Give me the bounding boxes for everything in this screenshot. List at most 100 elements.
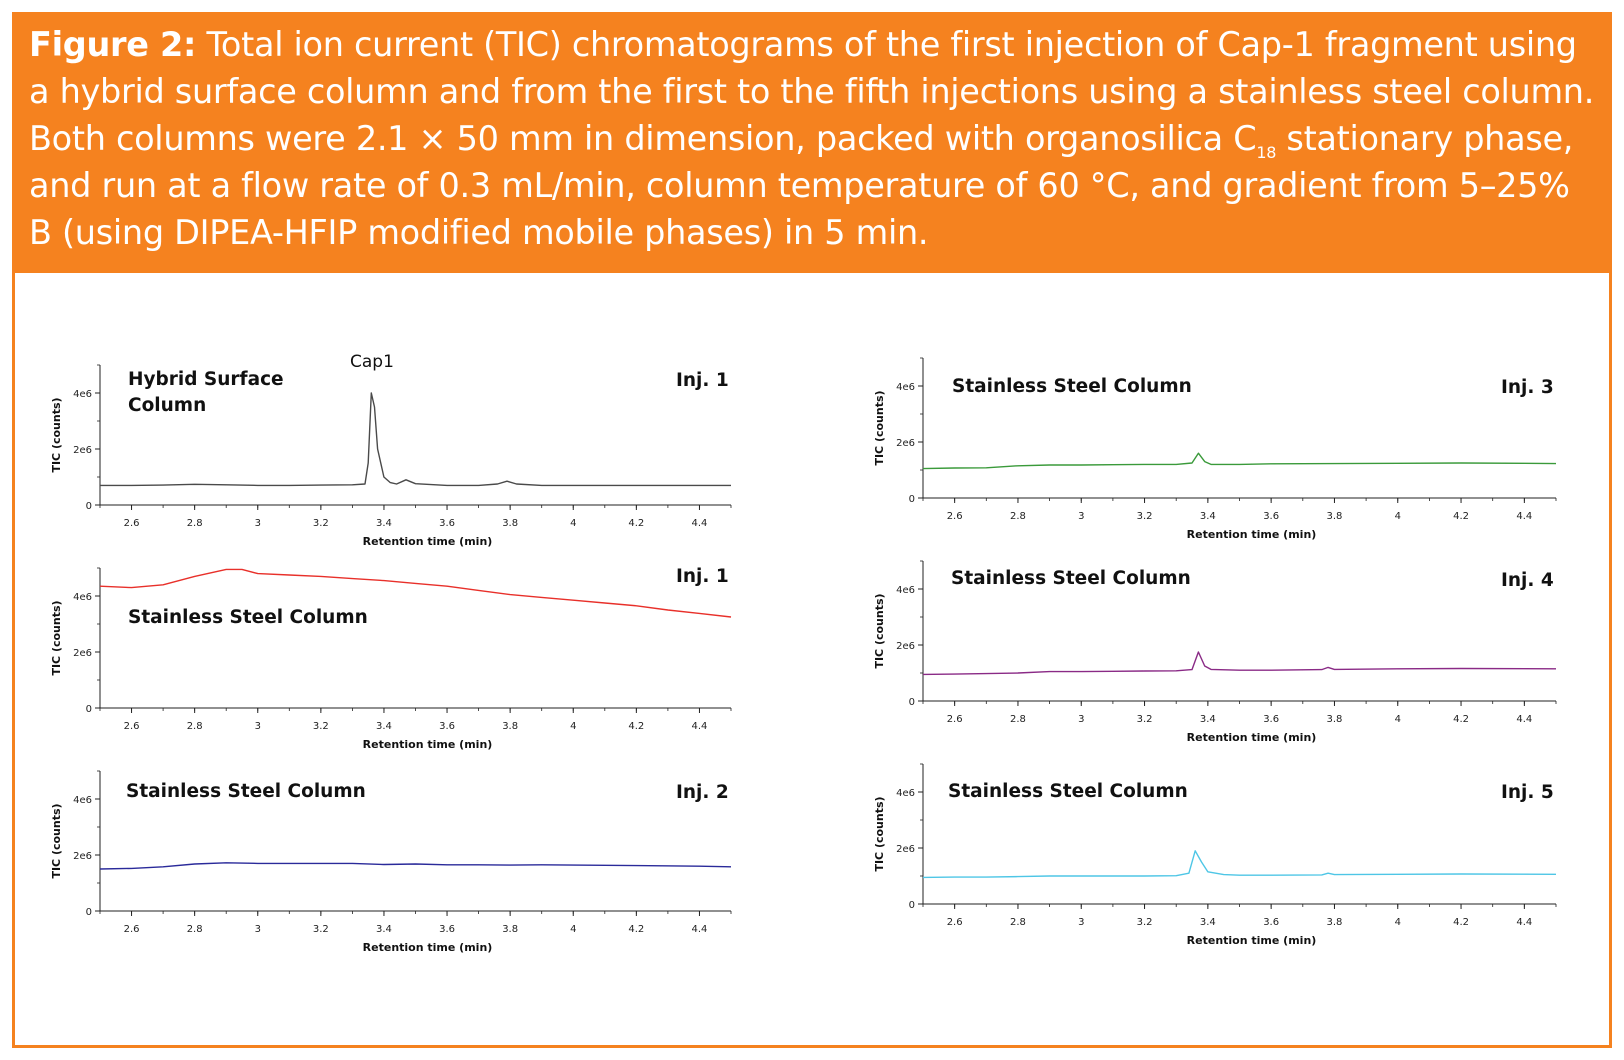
x-tick-label: 3.6	[439, 924, 455, 935]
x-tick-label: 3.4	[376, 924, 392, 935]
x-tick-label: 3.8	[502, 924, 518, 935]
y-tick-label: 4e6	[73, 795, 92, 806]
x-tick-label: 3.4	[1200, 917, 1216, 928]
x-tick-label: 3.2	[313, 924, 329, 935]
x-tick-label: 4.4	[691, 924, 707, 935]
x-tick-label: 2.8	[187, 721, 203, 732]
caption-subscript: 18	[1256, 143, 1277, 162]
panel-column-label: Stainless Steel Column	[128, 607, 368, 628]
panel-column-label: Hybrid Surface	[128, 369, 284, 390]
x-tick-label: 3.6	[439, 518, 455, 529]
y-tick-label: 4e6	[896, 585, 915, 596]
x-tick-label: 3.2	[1137, 511, 1153, 522]
x-tick-label: 3.4	[376, 518, 392, 529]
y-tick-label: 0	[86, 501, 92, 512]
tic-series-line	[922, 651, 1557, 676]
panel-column-label: Stainless Steel Column	[948, 781, 1188, 802]
tic-series-line	[100, 392, 731, 487]
x-tick-label: 2.6	[947, 511, 963, 522]
tic-series-line	[99, 568, 732, 618]
injection-label: Inj. 2	[676, 782, 729, 803]
x-tick-label: 3.2	[313, 518, 329, 529]
panel-column-label: Stainless Steel Column	[126, 781, 366, 802]
x-tick-label: 4	[570, 518, 576, 529]
x-axis-title: Retention time (min)	[363, 738, 493, 751]
y-tick-label: 4e6	[896, 382, 915, 393]
y-tick-label: 0	[909, 900, 915, 911]
y-tick-label: 0	[909, 697, 915, 708]
y-axis-title: TIC (counts)	[873, 796, 886, 871]
y-tick-label: 0	[909, 494, 915, 505]
x-tick-label: 4	[1395, 714, 1401, 725]
x-tick-label: 3	[255, 924, 261, 935]
x-tick-label: 3	[1078, 511, 1084, 522]
panel-column-label: Column	[128, 395, 206, 416]
x-tick-label: 4.2	[628, 721, 644, 732]
x-tick-label: 3.8	[1326, 714, 1342, 725]
x-tick-label: 2.8	[1010, 714, 1026, 725]
injection-label: Inj. 1	[676, 566, 729, 587]
x-tick-label: 4.4	[691, 721, 707, 732]
x-tick-label: 4.2	[1453, 511, 1469, 522]
x-tick-label: 3.8	[1326, 511, 1342, 522]
x-tick-label: 3	[1078, 714, 1084, 725]
y-tick-label: 2e6	[896, 641, 915, 652]
x-tick-label: 4	[1395, 917, 1401, 928]
x-tick-label: 3.8	[502, 518, 518, 529]
figure-label: Figure 2:	[29, 25, 197, 64]
y-tick-label: 2e6	[896, 844, 915, 855]
x-tick-label: 3.6	[1263, 714, 1279, 725]
x-tick-label: 3.2	[1137, 714, 1153, 725]
x-tick-label: 4	[570, 721, 576, 732]
x-tick-label: 4.2	[1453, 917, 1469, 928]
x-tick-label: 4.4	[1516, 917, 1532, 928]
y-axis-title: TIC (counts)	[50, 803, 63, 878]
x-axis-title: Retention time (min)	[363, 941, 493, 954]
x-tick-label: 3.6	[1263, 511, 1279, 522]
caption-text-b: stationary phase, and run at a flow rate…	[29, 119, 1574, 252]
injection-label: Inj. 5	[1501, 782, 1554, 803]
figure-frame: Figure 2: Total ion current (TIC) chroma…	[12, 12, 1612, 1048]
x-tick-label: 3.4	[1200, 714, 1216, 725]
y-tick-label: 2e6	[73, 445, 92, 456]
x-axis-title: Retention time (min)	[1187, 934, 1317, 947]
y-axis-title: TIC (counts)	[873, 390, 886, 465]
y-tick-label: 0	[86, 704, 92, 715]
x-tick-label: 3.4	[376, 721, 392, 732]
y-tick-label: 2e6	[896, 438, 915, 449]
x-tick-label: 2.8	[1010, 917, 1026, 928]
x-tick-label: 4	[1395, 511, 1401, 522]
y-tick-label: 4e6	[896, 788, 915, 799]
x-tick-label: 2.8	[1010, 511, 1026, 522]
figure-caption: Figure 2: Total ion current (TIC) chroma…	[15, 15, 1609, 273]
x-tick-label: 3.8	[502, 721, 518, 732]
y-axis-title: TIC (counts)	[50, 397, 63, 472]
injection-label: Inj. 1	[676, 370, 729, 391]
x-tick-label: 3.4	[1200, 511, 1216, 522]
peak-annotation: Cap1	[350, 352, 394, 372]
y-tick-label: 0	[86, 907, 92, 918]
x-tick-label: 3	[1078, 917, 1084, 928]
x-tick-label: 3	[255, 721, 261, 732]
x-tick-label: 4.4	[1516, 511, 1532, 522]
x-tick-label: 4.2	[628, 924, 644, 935]
x-tick-label: 4.4	[691, 518, 707, 529]
x-tick-label: 3.6	[439, 721, 455, 732]
y-tick-label: 2e6	[73, 851, 92, 862]
x-tick-label: 2.6	[124, 721, 140, 732]
x-tick-label: 3	[255, 518, 261, 529]
tic-series-line	[99, 862, 732, 870]
x-tick-label: 4.2	[1453, 714, 1469, 725]
tic-series-line	[922, 452, 1557, 470]
x-tick-label: 3.2	[313, 721, 329, 732]
x-tick-label: 2.6	[124, 518, 140, 529]
x-tick-label: 3.2	[1137, 917, 1153, 928]
y-tick-label: 2e6	[73, 648, 92, 659]
x-tick-label: 2.8	[187, 518, 203, 529]
x-tick-label: 4	[570, 924, 576, 935]
x-axis-title: Retention time (min)	[1187, 528, 1317, 541]
panel-column-label: Stainless Steel Column	[951, 568, 1191, 589]
x-tick-label: 2.6	[124, 924, 140, 935]
x-tick-label: 2.6	[947, 917, 963, 928]
